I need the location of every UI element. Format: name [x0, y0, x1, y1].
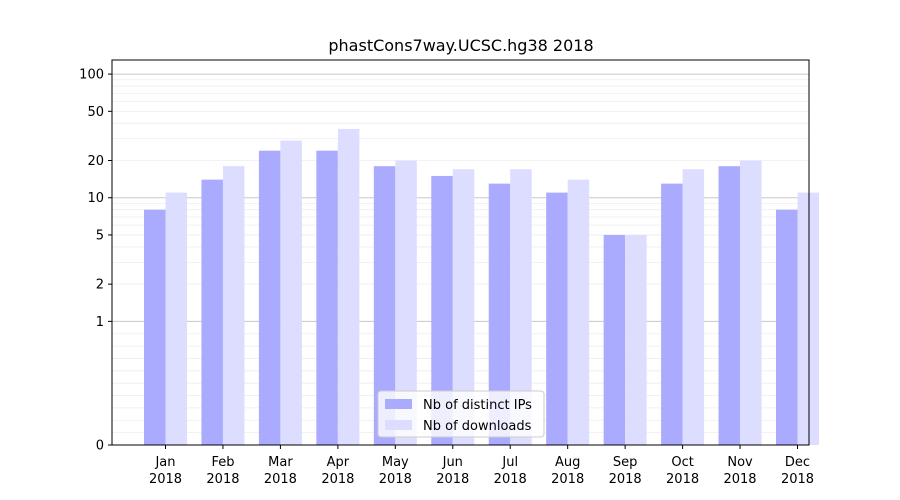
bar-downloads — [280, 140, 302, 445]
bar-downloads — [337, 128, 360, 445]
x-tick-label-year: 2018 — [264, 472, 297, 487]
y-tick-label: 5 — [96, 228, 104, 243]
bar-downloads — [510, 169, 532, 445]
x-tick-label-year: 2018 — [206, 472, 239, 487]
bar-distinct-ips — [431, 175, 453, 445]
x-tick-label-year: 2018 — [723, 472, 756, 487]
x-tick-label-month: Apr — [327, 455, 350, 470]
x-tick-label-year: 2018 — [609, 472, 642, 487]
y-tick-label: 100 — [79, 68, 104, 83]
y-tick-label: 2 — [96, 278, 104, 293]
bar-downloads — [797, 192, 819, 445]
x-tick-label-year: 2018 — [781, 472, 814, 487]
y-tick-label: 20 — [87, 154, 104, 169]
x-tick-label-year: 2018 — [666, 472, 699, 487]
chart-title: phastCons7way.UCSC.hg38 2018 — [328, 36, 593, 55]
x-tick-label-year: 2018 — [494, 472, 527, 487]
y-tick-label: 1 — [96, 315, 104, 330]
bar-distinct-ips — [718, 166, 741, 445]
x-tick-label-month: Jan — [154, 455, 175, 470]
x-tick-label-month: Dec — [785, 455, 810, 470]
legend-label-distinct-ips: Nb of distinct IPs — [423, 398, 532, 413]
x-tick-label-month: Feb — [211, 455, 234, 470]
x-tick-label-year: 2018 — [551, 472, 584, 487]
x-tick-label-year: 2018 — [321, 472, 354, 487]
bar-distinct-ips — [546, 192, 568, 445]
bar-downloads — [452, 169, 475, 445]
bar-distinct-ips — [201, 179, 223, 446]
y-tick-label: 50 — [87, 105, 104, 120]
bar-downloads — [625, 234, 647, 445]
bar-distinct-ips — [603, 234, 626, 445]
bar-distinct-ips — [488, 183, 511, 445]
bar-distinct-ips — [316, 150, 338, 445]
bar-distinct-ips — [258, 150, 281, 445]
bar-downloads — [740, 160, 762, 445]
x-tick-label-month: Jun — [442, 455, 463, 470]
x-tick-label-month: Sep — [613, 455, 638, 470]
legend-swatch-downloads — [385, 420, 412, 430]
bar-distinct-ips — [373, 166, 396, 445]
x-tick-label-month: Mar — [268, 455, 293, 470]
bar-downloads — [395, 160, 417, 445]
x-tick-label-month: Nov — [727, 455, 753, 470]
x-tick-label-month: Oct — [671, 455, 693, 470]
legend-swatch-distinct-ips — [385, 399, 412, 409]
legend-box — [377, 390, 545, 438]
legend: Nb of distinct IPs Nb of downloads — [377, 390, 545, 438]
x-tick-label-year: 2018 — [379, 472, 412, 487]
legend-label-downloads: Nb of downloads — [423, 419, 532, 434]
x-tick-label-month: Jul — [501, 455, 518, 470]
bar-distinct-ips — [776, 209, 798, 445]
bar-distinct-ips — [661, 183, 683, 445]
plot-frame — [111, 59, 810, 446]
bar-downloads — [567, 179, 590, 446]
x-tick-label-year: 2018 — [436, 472, 469, 487]
bar-downloads — [165, 192, 187, 445]
y-tick-label: 0 — [96, 439, 104, 454]
bar-downloads — [222, 166, 245, 445]
y-tick-label: 10 — [87, 191, 104, 206]
bar-downloads — [682, 169, 705, 445]
bar-distinct-ips — [144, 209, 166, 445]
x-tick-label-month: Aug — [555, 455, 580, 470]
x-tick-label-month: May — [382, 455, 409, 470]
x-tick-label-year: 2018 — [149, 472, 182, 487]
